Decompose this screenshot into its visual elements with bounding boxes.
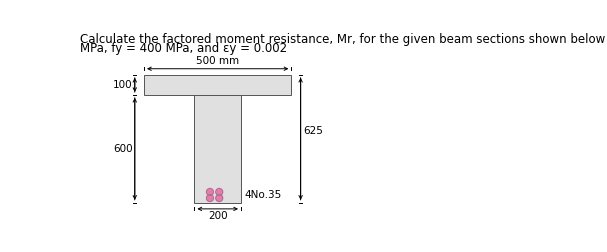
Text: 200: 200: [208, 211, 228, 221]
Circle shape: [215, 188, 223, 195]
Text: 600: 600: [113, 144, 132, 154]
Text: MPa, fy = 400 MPa, and εy = 0.002: MPa, fy = 400 MPa, and εy = 0.002: [80, 42, 287, 55]
Text: 500 mm: 500 mm: [196, 56, 239, 67]
Circle shape: [206, 195, 214, 202]
Text: Calculate the factored moment resistance, Mr, for the given beam sections shown : Calculate the factored moment resistance…: [80, 33, 607, 46]
Circle shape: [215, 195, 223, 202]
Bar: [144, 75, 291, 95]
Text: 100: 100: [113, 80, 132, 90]
Bar: [194, 95, 241, 203]
Text: 4No.35: 4No.35: [244, 190, 281, 200]
Circle shape: [206, 188, 214, 195]
Text: 625: 625: [303, 126, 323, 136]
